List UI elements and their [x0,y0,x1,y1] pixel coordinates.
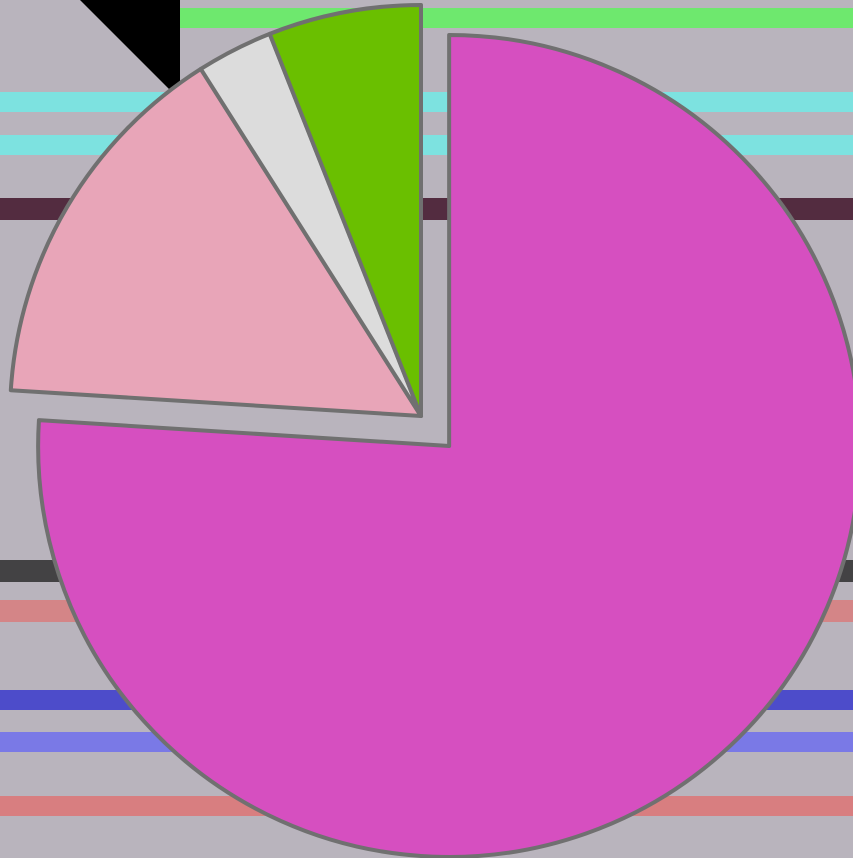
pie-slice [36,32,853,858]
pie-slice [8,66,423,418]
pie-slice [267,3,423,418]
pie [8,3,853,858]
